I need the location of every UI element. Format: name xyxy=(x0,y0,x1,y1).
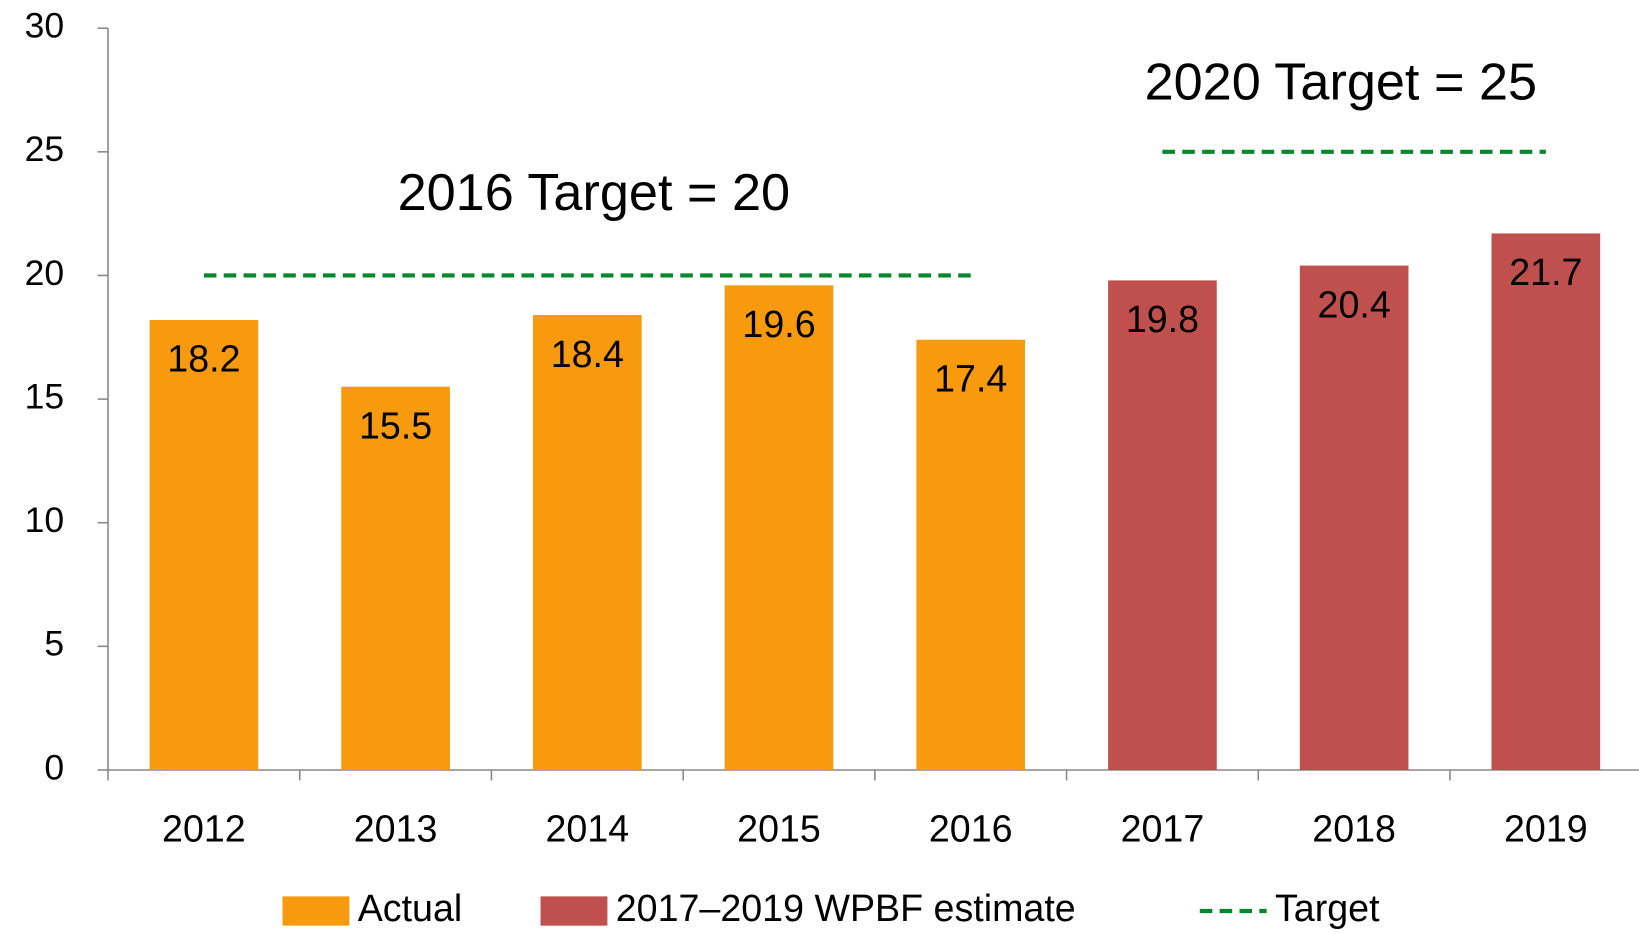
x-tick-label: 2015 xyxy=(737,808,821,850)
bar xyxy=(532,315,642,770)
y-tick-label: 15 xyxy=(25,376,65,416)
bar xyxy=(1491,233,1601,770)
data-label: 19.6 xyxy=(742,303,815,345)
annotation: 2016 Target = 20 xyxy=(398,164,790,222)
bar xyxy=(1299,265,1409,770)
y-tick-label: 20 xyxy=(25,253,65,293)
y-tick-label: 10 xyxy=(25,500,65,540)
legend-label: 2017–2019 WPBF estimate xyxy=(616,887,1076,929)
bar xyxy=(1108,280,1217,770)
y-tick-label: 30 xyxy=(25,6,65,46)
x-tick-label: 2017 xyxy=(1121,808,1205,850)
data-label: 19.8 xyxy=(1126,298,1199,340)
x-tick-label: 2019 xyxy=(1504,808,1588,850)
data-label: 15.5 xyxy=(359,404,432,446)
x-tick-label: 2016 xyxy=(929,808,1013,850)
legend-swatch xyxy=(540,896,608,926)
data-label: 20.4 xyxy=(1318,283,1391,325)
bar xyxy=(341,386,450,770)
x-tick-label: 2018 xyxy=(1312,808,1396,850)
data-label: 21.7 xyxy=(1509,251,1582,293)
data-label: 18.4 xyxy=(551,333,624,375)
data-label: 18.2 xyxy=(167,338,240,380)
x-tick-label: 2012 xyxy=(162,808,246,850)
annotation: 2020 Target = 25 xyxy=(1145,53,1537,111)
y-tick-label: 0 xyxy=(44,747,64,787)
legend-label: Actual xyxy=(358,887,463,929)
bar xyxy=(724,285,834,770)
bar xyxy=(149,319,259,770)
legend-swatch xyxy=(282,896,350,926)
y-tick-label: 25 xyxy=(25,129,65,169)
y-tick-label: 5 xyxy=(44,624,64,664)
x-tick-label: 2014 xyxy=(545,808,629,850)
legend-label: Target xyxy=(1275,887,1380,929)
bar xyxy=(916,339,1026,770)
data-label: 17.4 xyxy=(934,357,1007,399)
x-tick-label: 2013 xyxy=(354,808,438,850)
